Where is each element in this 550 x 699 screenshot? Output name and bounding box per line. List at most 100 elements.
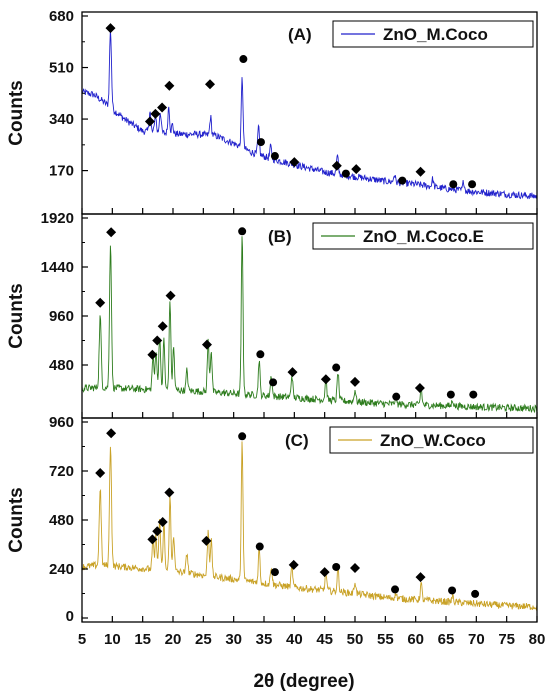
peak-marker-circle	[446, 390, 455, 399]
peak-marker-circle	[398, 176, 407, 185]
peak-marker-diamond	[144, 116, 155, 127]
peak-marker-circle	[270, 568, 279, 577]
peak-marker-diamond	[351, 164, 362, 175]
x-tick-label: 5	[78, 631, 86, 648]
peak-marker-diamond	[147, 534, 158, 545]
x-tick-label: 25	[195, 631, 212, 648]
x-tick-label: 45	[316, 631, 333, 648]
peak-marker-circle	[269, 378, 278, 387]
peak-marker-circle	[256, 138, 265, 147]
y-tick-label: 510	[49, 60, 74, 77]
y-tick-label: 1920	[41, 210, 74, 227]
peak-marker-circle	[392, 392, 401, 401]
peak-marker-diamond	[157, 102, 168, 113]
peak-marker-circle	[270, 152, 279, 161]
y-tick-label: 170	[49, 163, 74, 180]
panel-1: 170 340 510 680 Counts ZnO_M.Coco (A)	[6, 8, 538, 215]
x-axis-title: 2θ (degree)	[253, 671, 354, 692]
peak-marker-diamond	[106, 227, 117, 238]
y-tick-label: 960	[49, 308, 74, 325]
y-tick-label: 960	[49, 414, 74, 431]
peak-marker-diamond	[164, 80, 175, 91]
peak-marker-diamond	[288, 559, 299, 570]
panel-3: 0 240 480 720 960 Counts ZnO_W.Coco (C)	[6, 414, 538, 625]
x-tick-label: 20	[165, 631, 182, 648]
peak-marker-circle	[238, 227, 247, 236]
peak-marker-circle	[255, 542, 264, 551]
legend: ZnO_M.Coco	[332, 20, 534, 48]
peak-marker-circle	[469, 390, 478, 399]
peak-marker-diamond	[105, 23, 116, 34]
peak-marker-diamond	[95, 297, 106, 308]
x-tick-label: 50	[347, 631, 364, 648]
peak-marker-circle	[391, 585, 400, 594]
series-line-zno-w-coco	[81, 441, 538, 612]
peak-marker-diamond	[415, 166, 426, 177]
peak-marker-diamond	[147, 349, 158, 360]
legend: ZnO_W.Coco	[329, 426, 534, 454]
peak-marker-circle	[238, 432, 247, 441]
peak-marker-diamond	[201, 535, 212, 546]
x-tick-label: 60	[407, 631, 424, 648]
x-tick-label: 70	[468, 631, 485, 648]
peak-marker-diamond	[287, 367, 298, 378]
peak-marker-circle	[332, 562, 341, 571]
peak-marker-circle	[471, 589, 480, 598]
series-line-zno-m-coco-e	[81, 236, 538, 414]
x-tick-label: 30	[225, 631, 242, 648]
series-line-zno-m-coco	[81, 29, 538, 200]
x-tick-label: 40	[286, 631, 303, 648]
legend-label: ZnO_M.Coco	[383, 25, 488, 44]
y-axis-title: Counts	[6, 283, 27, 348]
peak-marker-diamond	[205, 79, 216, 90]
y-tick-label: 680	[49, 8, 74, 25]
y-tick-label: 480	[49, 512, 74, 529]
peak-marker-diamond	[164, 487, 175, 498]
y-axis-title: Counts	[6, 80, 27, 145]
peak-marker-diamond	[157, 321, 168, 332]
peak-marker-circle	[341, 169, 350, 178]
panels: 170340510680CountsZnO_M.Coco(A)480960144…	[6, 8, 545, 648]
peak-marker-circle	[256, 350, 265, 359]
y-tick-label: 340	[49, 111, 74, 128]
y-axis-title: Counts	[6, 487, 27, 552]
peak-marker-diamond	[415, 572, 426, 583]
y-tick-label: 720	[49, 463, 74, 480]
peak-marker-circle	[239, 55, 248, 64]
peak-marker-diamond	[152, 526, 163, 537]
peak-marker-diamond	[331, 160, 342, 171]
x-tick-label: 65	[438, 631, 455, 648]
peak-marker-diamond	[150, 108, 161, 119]
legend: ZnO_M.Coco.E	[312, 222, 534, 250]
panel-label: (B)	[268, 227, 292, 246]
x-tick-label: 10	[104, 631, 121, 648]
x-tick-label: 75	[498, 631, 515, 648]
y-tick-label: 0	[66, 608, 74, 625]
y-tick-label: 480	[49, 357, 74, 374]
peak-marker-diamond	[350, 376, 360, 387]
legend-label: ZnO_W.Coco	[380, 431, 486, 450]
peak-marker-diamond	[320, 374, 331, 385]
panel-label: (A)	[288, 25, 312, 44]
peak-marker-circle	[448, 586, 457, 595]
peak-marker-circle	[468, 180, 477, 189]
peak-marker-diamond	[95, 468, 106, 479]
peak-marker-diamond	[152, 335, 163, 346]
x-tick-label: 55	[377, 631, 394, 648]
y-tick-label: 240	[49, 561, 74, 578]
x-tick-label: 35	[256, 631, 273, 648]
peak-marker-diamond	[201, 339, 212, 350]
legend-label: ZnO_M.Coco.E	[363, 227, 484, 246]
peak-marker-diamond	[157, 517, 168, 528]
peak-marker-diamond	[350, 562, 360, 573]
peak-marker-diamond	[289, 157, 300, 168]
peak-marker-circle	[449, 180, 458, 189]
panel-2: 480 960 1440 1920 Counts ZnO_M.Coco.E (B)	[6, 210, 538, 419]
peak-marker-circle	[332, 363, 341, 372]
panel-label: (C)	[285, 431, 309, 450]
peak-marker-diamond	[165, 290, 176, 301]
peak-marker-diamond	[414, 382, 425, 393]
peak-marker-diamond	[319, 567, 330, 578]
x-tick-label: 15	[134, 631, 151, 648]
